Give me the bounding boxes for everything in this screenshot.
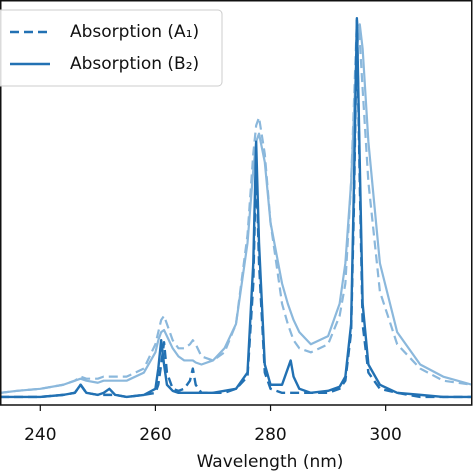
legend: Absorption (A₁) Absorption (B₂) bbox=[0, 9, 223, 87]
axes-frame bbox=[0, 0, 473, 406]
x-axis-label: Wavelength (nm) bbox=[197, 452, 344, 472]
legend-frame bbox=[0, 9, 223, 87]
axes bbox=[0, 0, 473, 411]
x-tick-label: 280 bbox=[254, 425, 286, 445]
legend-label: Absorption (A₁) bbox=[70, 22, 199, 42]
x-tick-label: 260 bbox=[139, 425, 171, 445]
legend-label: Absorption (B₂) bbox=[70, 54, 199, 74]
x-tick-label: 300 bbox=[369, 425, 401, 445]
x-tick-label: 240 bbox=[24, 425, 56, 445]
plot-area bbox=[0, 17, 472, 399]
series-line bbox=[0, 17, 472, 399]
